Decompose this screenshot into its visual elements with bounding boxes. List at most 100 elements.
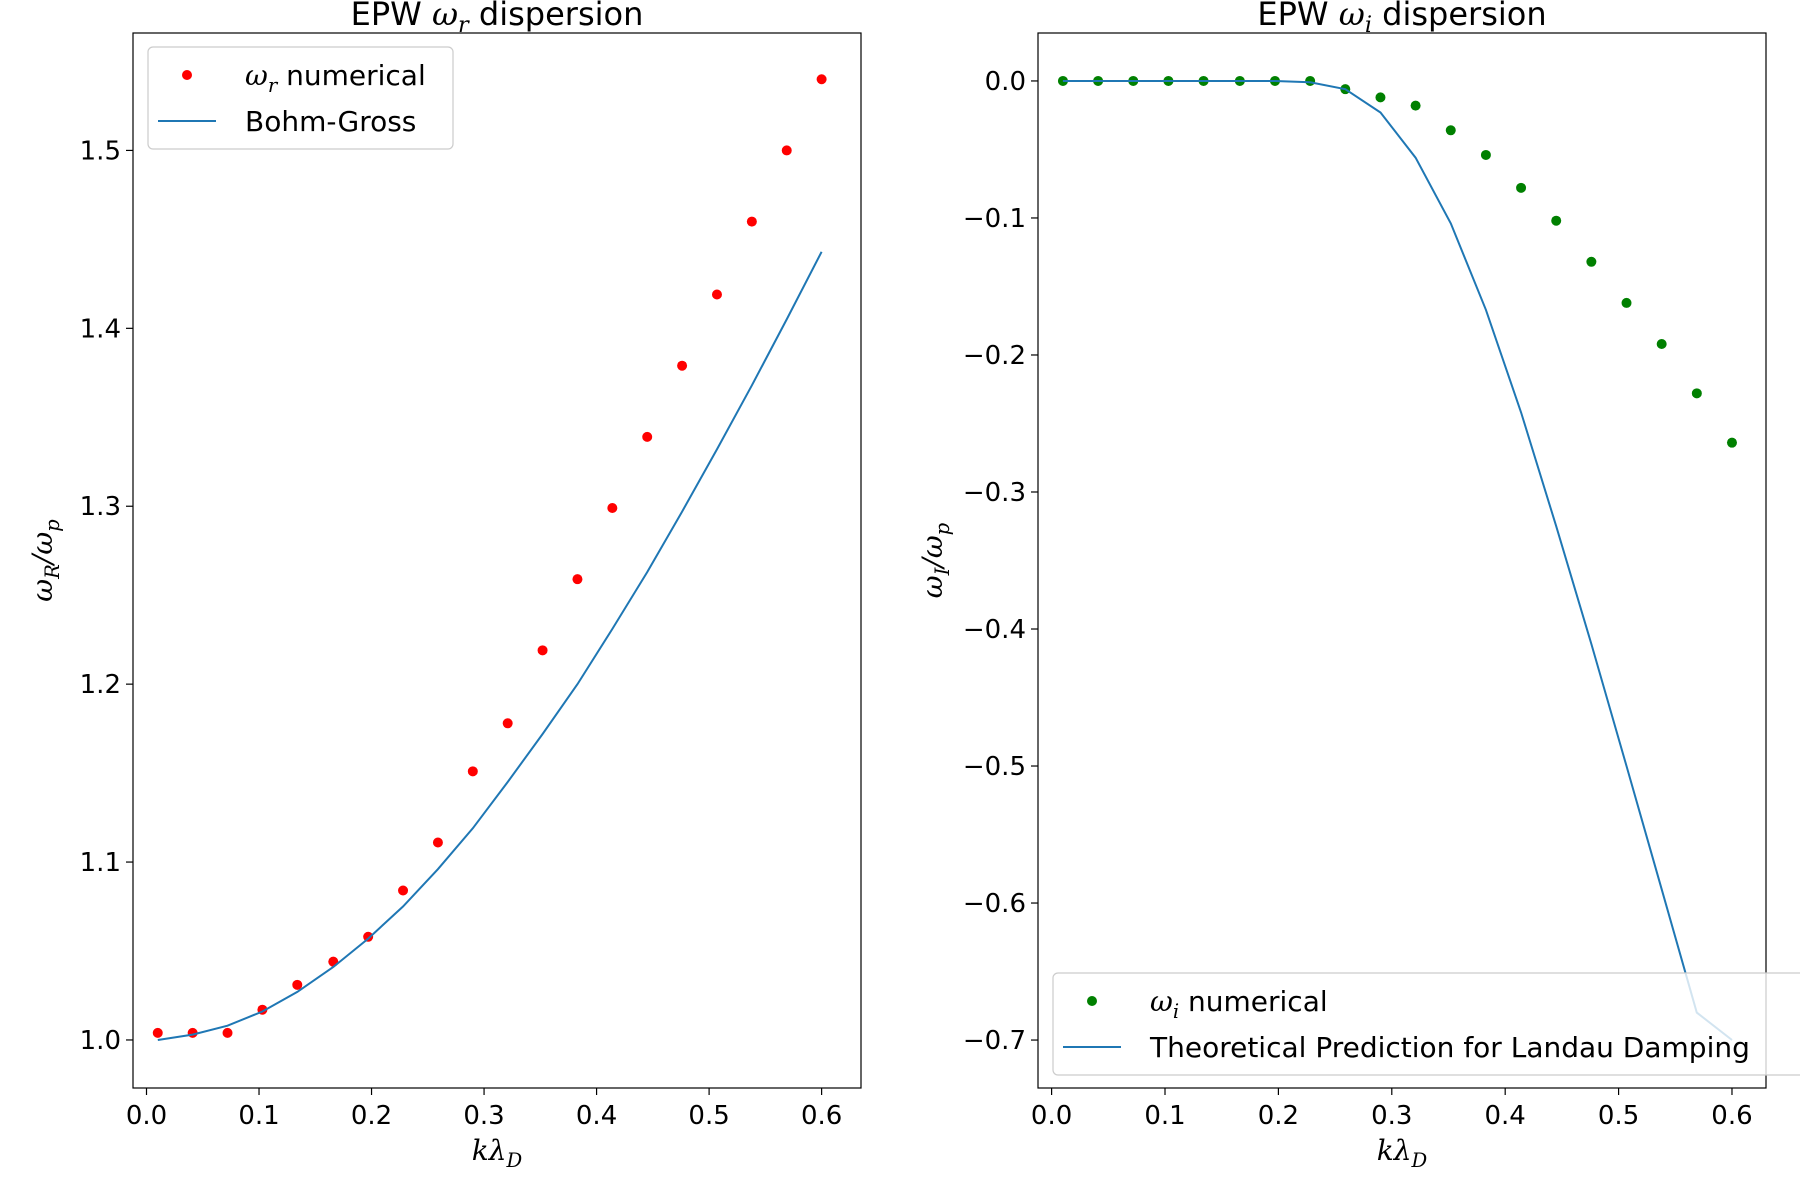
- chart-title: EPW ωi dispersion: [1257, 0, 1546, 38]
- x-axis-label-main: kλ: [1377, 1134, 1412, 1167]
- data-point: [1445, 125, 1456, 136]
- data-point: [363, 931, 374, 942]
- data-point: [1726, 437, 1737, 448]
- y-axis-label: ωI/ωp: [916, 522, 954, 598]
- legend-label: ωr numerical: [245, 59, 426, 97]
- x-tick-label: 0.2: [351, 1101, 392, 1131]
- y-tick-label: 1.2: [80, 670, 121, 700]
- data-point: [292, 979, 303, 990]
- chart-title-pre: EPW: [351, 0, 432, 33]
- data-point: [432, 837, 443, 848]
- x-tick-label: 0.1: [1144, 1101, 1185, 1131]
- chart-title-symbol: ω: [432, 0, 458, 33]
- y-axis-label-slash: /ω: [26, 532, 59, 567]
- y-axis-label-num-sub: I: [931, 566, 954, 576]
- data-point: [746, 216, 757, 227]
- data-point: [1375, 92, 1386, 103]
- x-tick-label: 0.5: [1598, 1101, 1639, 1131]
- y-tick-label: 1.3: [80, 492, 121, 522]
- y-axis-label-slash: /ω: [916, 535, 949, 570]
- plot-frame: [132, 32, 862, 1089]
- x-tick-label: 0.3: [1371, 1101, 1412, 1131]
- data-point: [1480, 149, 1491, 160]
- series-line-2: [1062, 80, 1733, 1041]
- x-tick-label: 0.4: [576, 1101, 617, 1131]
- y-tick-label: 1.5: [80, 136, 121, 166]
- x-tick-label: 0.0: [126, 1101, 167, 1131]
- y-tick-label: 1.0: [80, 1026, 121, 1056]
- data-point: [781, 145, 792, 156]
- chart-panel-2: 0.0 0.1 0.2 0.3 0.4 0.5 0.6 0.0 −0.1 −0.2 −0.3 −0.4…: [916, 0, 1800, 1172]
- y-tick-label: 1.4: [80, 314, 121, 344]
- legend-label: ωi numerical: [1150, 985, 1328, 1023]
- chart-title-pre: EPW: [1257, 0, 1338, 33]
- x-tick-label: 0.5: [688, 1101, 729, 1131]
- data-point: [711, 289, 722, 300]
- chart-panel-1: 0.0 0.1 0.2 0.3 0.4 0.5 0.6 1.0 1.1 1.2 1.3 1.4 1.5 E…: [26, 0, 862, 1172]
- x-tick-label: 0.4: [1485, 1101, 1526, 1131]
- chart-title: EPW ωr dispersion: [351, 0, 644, 38]
- data-point: [1305, 75, 1316, 86]
- chart-title-post: dispersion: [469, 0, 644, 33]
- legend-label-post: numerical: [277, 59, 426, 92]
- chart-title-symbol: ω: [1339, 0, 1365, 33]
- x-tick-label: 0.6: [801, 1101, 842, 1131]
- y-tick-label: 0.0: [985, 67, 1026, 97]
- legend-marker-swatch: [1087, 996, 1097, 1006]
- legend-box: [147, 46, 454, 150]
- y-tick-label: −0.2: [963, 341, 1026, 371]
- x-tick-label: 0.0: [1031, 1101, 1072, 1131]
- chart-title-post: dispersion: [1372, 0, 1547, 33]
- data-point: [1551, 215, 1562, 226]
- chart-title-subscript: r: [458, 12, 470, 38]
- data-point: [572, 574, 583, 585]
- legend-label: Bohm-Gross: [245, 105, 416, 138]
- x-axis-label-main: kλ: [472, 1134, 507, 1167]
- x-axis-label-sub: D: [506, 1149, 523, 1172]
- x-tick-label: 0.2: [1258, 1101, 1299, 1131]
- y-axis-label: ωR/ωp: [26, 519, 64, 602]
- data-point: [152, 1027, 163, 1038]
- data-point: [607, 503, 618, 514]
- legend-label-post: Theoretical Prediction for Landau Dampin…: [1149, 1031, 1750, 1064]
- data-point: [398, 885, 409, 896]
- legend-label-post: Bohm-Gross: [245, 105, 416, 138]
- legend: ωr numerical Bohm-Gross: [147, 46, 454, 150]
- data-point: [677, 360, 688, 371]
- x-axis-label-sub: D: [1411, 1149, 1428, 1172]
- y-axis-label-num-sub: R: [41, 564, 64, 580]
- data-point: [537, 645, 548, 656]
- data-point: [642, 431, 653, 442]
- data-point: [816, 74, 827, 85]
- x-tick-label: 0.1: [238, 1101, 279, 1131]
- y-axis-label-den-sub: p: [931, 522, 954, 535]
- data-point: [1691, 388, 1702, 399]
- legend-label-subscript: r: [268, 74, 279, 97]
- y-tick-label: −0.7: [963, 1026, 1026, 1056]
- legend: ωi numerical Theoretical Prediction for L…: [1052, 972, 1800, 1076]
- y-axis-label-num: ω: [916, 575, 949, 598]
- y-tick-label: 1.1: [80, 848, 121, 878]
- legend-box: [1052, 972, 1800, 1076]
- y-tick-label: −0.5: [963, 752, 1026, 782]
- series-line-2: [157, 251, 823, 1041]
- data-point: [1586, 256, 1597, 267]
- data-point: [502, 718, 513, 729]
- chart-title-subscript: i: [1365, 12, 1372, 38]
- legend-label-post: numerical: [1179, 985, 1328, 1018]
- x-axis-label: kλD: [1377, 1134, 1428, 1172]
- legend-label: Theoretical Prediction for Landau Dampin…: [1149, 1031, 1750, 1064]
- legend-label-symbol: ω: [1150, 985, 1173, 1018]
- y-tick-label: −0.6: [963, 889, 1026, 919]
- plot-frame: [1037, 32, 1767, 1089]
- x-axis-label: kλD: [472, 1134, 523, 1172]
- data-point: [1621, 297, 1632, 308]
- y-axis-label-num: ω: [26, 579, 59, 602]
- data-point: [222, 1027, 233, 1038]
- x-tick-label: 0.6: [1711, 1101, 1752, 1131]
- legend-marker-swatch: [182, 70, 192, 80]
- data-point: [467, 766, 478, 777]
- data-point: [1516, 182, 1527, 193]
- y-tick-label: −0.3: [963, 478, 1026, 508]
